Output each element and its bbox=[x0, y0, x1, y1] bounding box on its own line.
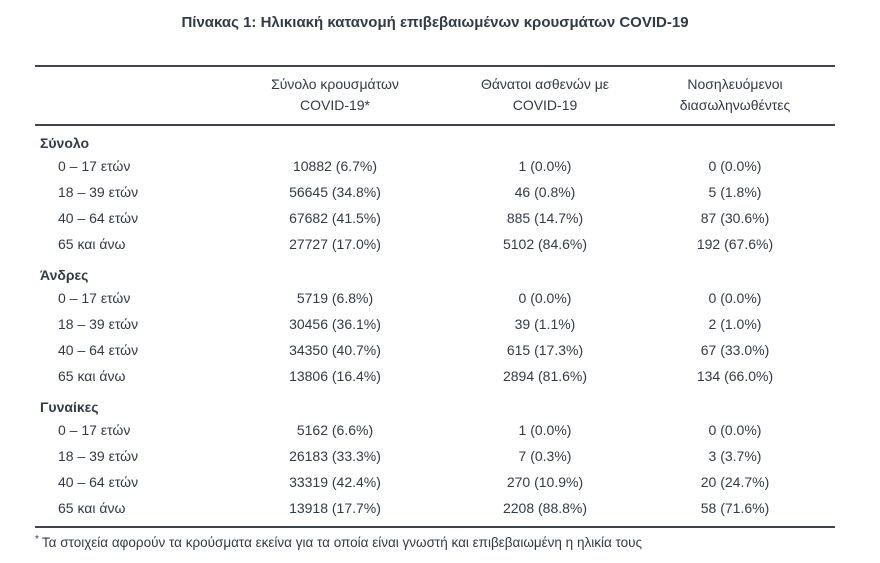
intubated-cell: 0 (0.0%) bbox=[708, 158, 762, 174]
age-cell: 18 – 39 ετών bbox=[58, 448, 139, 464]
deaths-cell: 7 (0.3%) bbox=[518, 448, 572, 464]
deaths-cell: 615 (17.3%) bbox=[506, 342, 584, 358]
header-empty-cell bbox=[35, 66, 215, 126]
header-intubated: Νοσηλευόμενοι διασωληνωθέντες bbox=[635, 66, 835, 126]
deaths-cell: 39 (1.1%) bbox=[514, 316, 576, 332]
intubated-cell: 134 (66.0%) bbox=[696, 368, 774, 384]
cases-cell: 13806 (16.4%) bbox=[289, 368, 381, 384]
age-cell: 0 – 17 ετών bbox=[58, 422, 131, 438]
cases-cell: 26183 (33.3%) bbox=[289, 448, 381, 464]
deaths-cell: 885 (14.7%) bbox=[506, 210, 584, 226]
age-cell: 18 – 39 ετών bbox=[58, 316, 139, 332]
header-deaths-line2: COVID-19 bbox=[512, 97, 578, 113]
intubated-cell: 5 (1.8%) bbox=[708, 184, 762, 200]
table-section-men: Άνδρες 0 – 17 ετών 5719 (6.8%) 0 (0.0%) … bbox=[35, 258, 835, 390]
cases-cell: 34350 (40.7%) bbox=[289, 342, 381, 358]
deaths-cell: 46 (0.8%) bbox=[514, 184, 576, 200]
intubated-cell: 2 (1.0%) bbox=[708, 316, 762, 332]
header-cases: Σύνολο κρουσμάτων COVID-19* bbox=[215, 66, 455, 126]
section-label-row: Σύνολο bbox=[35, 125, 835, 154]
cases-cell: 5162 (6.6%) bbox=[296, 422, 374, 438]
table-row: 65 και άνω 13918 (17.7%) 2208 (88.8%) 58… bbox=[35, 496, 835, 527]
age-cell: 40 – 64 ετών bbox=[58, 210, 139, 226]
table-row: 18 – 39 ετών 56645 (34.8%) 46 (0.8%) 5 (… bbox=[35, 180, 835, 206]
cases-cell: 13918 (17.7%) bbox=[289, 500, 381, 516]
age-cell: 18 – 39 ετών bbox=[58, 184, 139, 200]
section-label: Γυναίκες bbox=[40, 399, 99, 415]
cases-cell: 5719 (6.8%) bbox=[296, 290, 374, 306]
intubated-cell: 192 (67.6%) bbox=[696, 236, 774, 252]
table-row: 40 – 64 ετών 34350 (40.7%) 615 (17.3%) 6… bbox=[35, 338, 835, 364]
header-deaths: Θάνατοι ασθενών με COVID-19 bbox=[455, 66, 635, 126]
table-row: 18 – 39 ετών 26183 (33.3%) 7 (0.3%) 3 (3… bbox=[35, 444, 835, 470]
header-cases-line1: Σύνολο κρουσμάτων bbox=[271, 76, 399, 92]
deaths-cell: 0 (0.0%) bbox=[518, 290, 572, 306]
footnote-marker: * bbox=[35, 533, 39, 545]
cases-cell: 33319 (42.4%) bbox=[289, 474, 381, 490]
intubated-cell: 67 (33.0%) bbox=[700, 342, 770, 358]
table-section-women: Γυναίκες 0 – 17 ετών 5162 (6.6%) 1 (0.0%… bbox=[35, 390, 835, 527]
age-cell: 65 και άνω bbox=[58, 500, 126, 516]
table-row: 40 – 64 ετών 33319 (42.4%) 270 (10.9%) 2… bbox=[35, 470, 835, 496]
cases-cell: 56645 (34.8%) bbox=[289, 184, 381, 200]
header-row: Σύνολο κρουσμάτων COVID-19* Θάνατοι ασθε… bbox=[35, 66, 835, 126]
header-deaths-line1: Θάνατοι ασθενών με bbox=[480, 76, 610, 92]
age-cell: 40 – 64 ετών bbox=[58, 474, 139, 490]
header-cases-line2: COVID-19* bbox=[299, 97, 371, 113]
table-row: 65 και άνω 27727 (17.0%) 5102 (84.6%) 19… bbox=[35, 232, 835, 258]
table-row: 0 – 17 ετών 5162 (6.6%) 1 (0.0%) 0 (0.0%… bbox=[35, 418, 835, 444]
deaths-cell: 5102 (84.6%) bbox=[502, 236, 588, 252]
age-cell: 0 – 17 ετών bbox=[58, 290, 131, 306]
table-row: 0 – 17 ετών 10882 (6.7%) 1 (0.0%) 0 (0.0… bbox=[35, 154, 835, 180]
table-row: 40 – 64 ετών 67682 (41.5%) 885 (14.7%) 8… bbox=[35, 206, 835, 232]
intubated-cell: 0 (0.0%) bbox=[708, 422, 762, 438]
table-row: 18 – 39 ετών 30456 (36.1%) 39 (1.1%) 2 (… bbox=[35, 312, 835, 338]
section-label: Άνδρες bbox=[40, 267, 89, 283]
deaths-cell: 1 (0.0%) bbox=[518, 158, 572, 174]
intubated-cell: 58 (71.6%) bbox=[700, 500, 770, 516]
header-intubated-line2: διασωληνωθέντες bbox=[679, 97, 791, 113]
section-label-row: Γυναίκες bbox=[35, 390, 835, 418]
cases-cell: 30456 (36.1%) bbox=[289, 316, 381, 332]
age-cell: 0 – 17 ετών bbox=[58, 158, 131, 174]
age-cell: 65 και άνω bbox=[58, 368, 126, 384]
cases-cell: 27727 (17.0%) bbox=[289, 236, 381, 252]
deaths-cell: 2894 (81.6%) bbox=[502, 368, 588, 384]
cases-cell: 67682 (41.5%) bbox=[289, 210, 381, 226]
intubated-cell: 20 (24.7%) bbox=[700, 474, 770, 490]
deaths-cell: 1 (0.0%) bbox=[518, 422, 572, 438]
age-cell: 40 – 64 ετών bbox=[58, 342, 139, 358]
deaths-cell: 270 (10.9%) bbox=[506, 474, 584, 490]
footnote-text: Τα στοιχεία αφορούν τα κρούσματα εκείνα … bbox=[41, 535, 643, 550]
intubated-cell: 87 (30.6%) bbox=[700, 210, 770, 226]
section-label-row: Άνδρες bbox=[35, 258, 835, 286]
section-label: Σύνολο bbox=[40, 135, 90, 151]
intubated-cell: 0 (0.0%) bbox=[708, 290, 762, 306]
age-cell: 65 και άνω bbox=[58, 236, 126, 252]
intubated-cell: 3 (3.7%) bbox=[708, 448, 762, 464]
table-row: 65 και άνω 13806 (16.4%) 2894 (81.6%) 13… bbox=[35, 364, 835, 390]
report-page: Πίνακας 1: Ηλικιακή κατανομή επιβεβαιωμέ… bbox=[35, 0, 835, 551]
deaths-cell: 2208 (88.8%) bbox=[502, 500, 588, 516]
cases-cell: 10882 (6.7%) bbox=[292, 158, 378, 174]
header-intubated-line1: Νοσηλευόμενοι bbox=[687, 76, 783, 92]
page-title: Πίνακας 1: Ηλικιακή κατανομή επιβεβαιωμέ… bbox=[181, 14, 689, 31]
table-row: 0 – 17 ετών 5719 (6.8%) 0 (0.0%) 0 (0.0%… bbox=[35, 286, 835, 312]
footnote: * Τα στοιχεία αφορούν τα κρούσματα εκείνα… bbox=[35, 534, 835, 551]
covid-age-table: Σύνολο κρουσμάτων COVID-19* Θάνατοι ασθε… bbox=[35, 65, 835, 528]
table-section-total: Σύνολο 0 – 17 ετών 10882 (6.7%) 1 (0.0%)… bbox=[35, 125, 835, 258]
